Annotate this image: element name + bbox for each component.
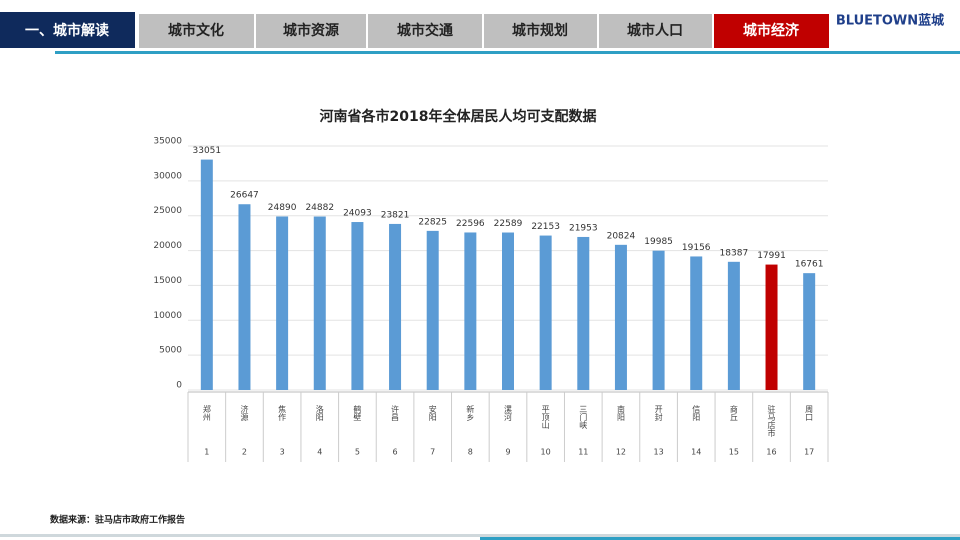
data-label: 19156 [682, 243, 711, 253]
x-index-label: 15 [729, 448, 739, 457]
data-label: 24890 [268, 203, 297, 213]
bar [502, 232, 514, 390]
plot: 0 5000 10000 15000 20000 25000 30000 35000 33051… [153, 137, 829, 462]
data-label: 22589 [494, 219, 523, 229]
data-label: 20824 [607, 231, 636, 241]
section-title: 一、城市解读 [25, 22, 109, 39]
x-tick-label: 商丘 [729, 404, 738, 421]
source-note: 数据来源：驻马店市政府工作报告 [50, 514, 185, 526]
bar [690, 256, 703, 390]
tab[interactable]: 城市资源 [283, 22, 339, 39]
x-tick-label: 信阳 [692, 404, 701, 422]
y-tick-label: 0 [176, 381, 182, 391]
x-index-label: 12 [616, 448, 626, 457]
data-label: 33051 [193, 146, 222, 156]
data-label: 22153 [531, 222, 560, 232]
bar [727, 261, 740, 390]
bar [464, 232, 477, 390]
x-index-label: 3 [280, 448, 285, 457]
x-tick-label: 鹤壁 [353, 404, 362, 421]
tab[interactable]: 城市交通 [397, 22, 453, 39]
data-label: 23821 [381, 210, 410, 220]
x-index-label: 7 [430, 448, 435, 457]
x-index-label: 10 [541, 448, 551, 457]
header-rule [55, 51, 960, 54]
bar [426, 230, 439, 390]
x-index-label: 6 [393, 448, 398, 457]
x-tick-label: 洛阳 [315, 404, 324, 422]
x-index-label: 5 [355, 448, 360, 457]
bar [389, 223, 402, 390]
data-label: 21953 [569, 223, 598, 233]
tab[interactable]: 城市人口 [627, 22, 683, 39]
tab[interactable]: 城市规划 [512, 22, 568, 39]
data-label: 19985 [644, 237, 673, 247]
data-label: 22825 [418, 217, 447, 227]
x-index-label: 14 [691, 448, 701, 457]
x-tick-label: 郑州 [202, 404, 211, 421]
logo: BLUETOWN蓝城 [836, 13, 944, 29]
x-index-label: 17 [804, 448, 814, 457]
y-tick-label: 5000 [159, 346, 182, 356]
y-tick-label: 25000 [153, 206, 182, 216]
y-tick-label: 30000 [153, 171, 182, 181]
bar [652, 250, 665, 390]
y-tick-label: 20000 [153, 241, 182, 251]
y-tick-label: 15000 [153, 276, 182, 286]
x-index-label: 4 [317, 448, 322, 457]
data-label: 16761 [795, 260, 824, 270]
x-tick-label: 济源 [240, 404, 249, 422]
y-tick-label: 35000 [153, 137, 182, 147]
x-index-label: 2 [242, 448, 247, 457]
bar [351, 222, 364, 390]
x-index-label: 8 [468, 448, 473, 457]
x-index-label: 13 [653, 448, 663, 457]
data-label: 26647 [230, 191, 259, 201]
bar [276, 216, 289, 390]
bar [577, 236, 590, 390]
data-label: 24882 [305, 203, 334, 213]
tab[interactable]: 城市文化 [168, 22, 224, 39]
section-box [0, 12, 135, 48]
tab[interactable]: 城市经济 [743, 22, 800, 39]
y-tick-label: 10000 [153, 311, 182, 321]
x-index-label: 9 [505, 448, 510, 457]
data-label: 17991 [757, 251, 786, 261]
x-tick-label: 三门峡 [579, 405, 588, 430]
tab-box[interactable] [139, 14, 254, 48]
x-tick-label: 平顶山 [541, 405, 550, 430]
tab-box[interactable] [599, 14, 712, 48]
tab-box[interactable] [714, 14, 829, 48]
x-tick-label: 漯河 [504, 404, 513, 421]
bar [803, 273, 816, 390]
x-tick-label: 周口 [805, 405, 814, 421]
x-tick-label: 南阳 [616, 404, 625, 422]
tab-box[interactable] [484, 14, 597, 48]
x-tick-label: 新乡 [466, 404, 475, 421]
bar [614, 244, 627, 390]
x-tick-label: 驻马店市 [767, 404, 776, 438]
data-label: 22596 [456, 219, 485, 229]
data-label: 24093 [343, 209, 372, 219]
bar [539, 235, 552, 390]
footer-accent [480, 537, 960, 540]
x-tick-label: 许昌 [391, 404, 400, 422]
footer-rule [0, 534, 960, 537]
x-tick-label: 焦作 [278, 404, 287, 422]
bar [238, 204, 251, 390]
bar [765, 264, 778, 390]
x-index-label: 11 [578, 448, 588, 457]
x-tick-label: 安阳 [428, 404, 437, 422]
data-label: 18387 [720, 248, 749, 258]
tab-box[interactable] [368, 14, 482, 48]
x-tick-label: 开封 [654, 405, 663, 421]
tab-box[interactable] [256, 14, 366, 48]
chart-title: 河南省各市2018年全体居民人均可支配数据 [320, 108, 597, 125]
x-index-label: 16 [766, 448, 776, 457]
bar [200, 159, 213, 390]
bar [313, 216, 326, 390]
x-index-label: 1 [204, 448, 209, 457]
